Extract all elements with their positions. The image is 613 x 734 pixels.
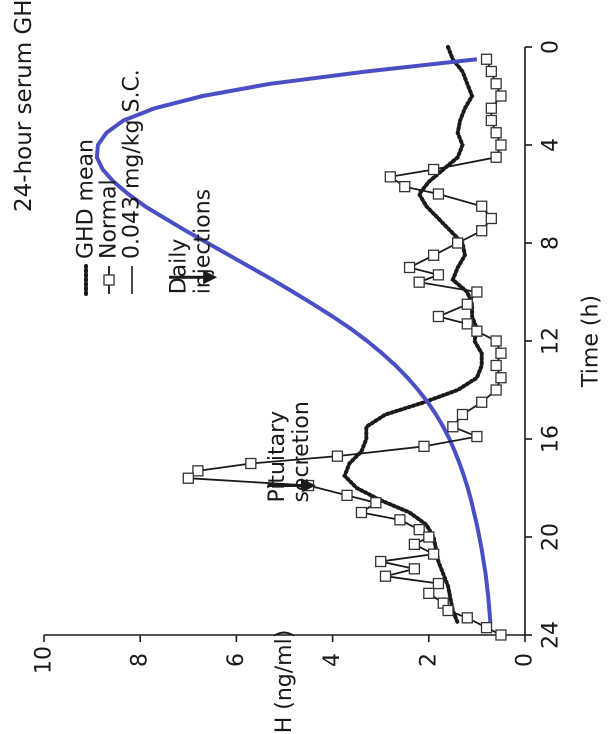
series-normal-point — [476, 225, 488, 237]
x-tick-label: 12 — [539, 327, 564, 355]
series-normal-point — [447, 421, 459, 433]
legend-label: 0.043 mg/kg S.C. — [120, 69, 145, 259]
legend-label: GHD mean — [74, 139, 99, 259]
series-normal-point — [471, 430, 483, 443]
legend-entry: GHD mean — [74, 139, 99, 296]
series-normal-point — [427, 163, 440, 176]
series-normal-point — [432, 577, 445, 590]
y-tick-label: 0 — [513, 653, 538, 667]
series-normal-point — [490, 359, 502, 372]
series-normal-point — [408, 563, 421, 575]
series-normal-point — [432, 188, 445, 200]
series-normal-point — [485, 212, 497, 225]
series-normal-point — [442, 604, 454, 617]
series-normal-point — [403, 261, 416, 274]
y-tick-label: 10 — [32, 646, 57, 674]
series-normal-point — [461, 298, 473, 310]
annotation-pituitary-secretion: Pituitary — [265, 411, 290, 503]
series-normal-point — [485, 114, 497, 127]
series-normal-point — [423, 531, 435, 543]
series-normal-point — [245, 457, 257, 470]
series-normal-point — [490, 78, 502, 90]
series-normal-point — [375, 555, 387, 568]
y-tick-label: 8 — [128, 653, 153, 667]
series-normal-point — [461, 612, 473, 624]
legend-entry: 0.043 mg/kg S.C. — [120, 69, 145, 294]
y-tick-label: 6 — [224, 653, 249, 667]
legend-swatch-normal-marker — [103, 274, 115, 286]
series-normal-point — [418, 440, 430, 453]
series-normal-point — [413, 524, 425, 536]
series-normal-point — [476, 200, 488, 212]
series-normal-point — [461, 318, 473, 330]
series-normal-point — [192, 465, 204, 477]
x-tick-label: 24 — [539, 621, 564, 649]
series-normal-point — [379, 570, 392, 582]
series-normal-point — [490, 335, 502, 347]
series-normal-line — [185, 58, 502, 636]
y-tick-label: 2 — [416, 653, 441, 667]
x-tick-label: 20 — [539, 523, 564, 551]
x-tick-label: 0 — [539, 40, 564, 54]
chart-title: 24-hour serum GH profiles — [11, 0, 37, 212]
series-normal-point — [495, 90, 507, 102]
annotation-layer: Daily injections Pituitary secretion — [167, 189, 316, 503]
series-normal-point — [394, 514, 406, 526]
series-normal-point — [423, 587, 435, 599]
series-normal-point — [495, 629, 507, 641]
annotation-pituitary-secretion: secretion — [289, 401, 314, 502]
x-tick-label: 8 — [539, 236, 564, 250]
series-normal-point — [485, 65, 497, 78]
y-tick-label: 4 — [320, 653, 345, 667]
series-normal-point — [495, 347, 507, 359]
series-normal-point — [370, 497, 382, 509]
series-normal-point — [341, 489, 353, 502]
legend-label: Normal — [97, 179, 122, 259]
x-tick-label: 4 — [539, 138, 564, 152]
series-injection-line — [94, 57, 493, 623]
annotation-arrow-head — [203, 270, 218, 285]
series-normal-point — [490, 127, 502, 139]
series-normal-point — [413, 276, 425, 288]
series-normal-point — [432, 269, 445, 281]
x-axis-title: Time (h) — [579, 295, 604, 388]
series-normal-point — [485, 102, 497, 114]
series-normal-point — [480, 53, 493, 65]
annotation-daily-injections: injections — [191, 189, 216, 294]
series-normal-point — [408, 538, 421, 550]
series-normal-point — [456, 408, 469, 421]
annotation-daily-injections: Daily — [167, 239, 192, 295]
series-normal-point — [427, 548, 440, 560]
series-normal-point — [480, 622, 493, 634]
series-ghd-mean-line — [342, 45, 484, 625]
series-normal-point — [495, 139, 507, 151]
series-normal-point — [331, 450, 344, 462]
y-axis-title: hGH (ng/ml) — [272, 630, 297, 734]
series-normal-point — [476, 396, 488, 408]
series-layer — [94, 45, 507, 641]
series-normal-point — [384, 171, 396, 183]
series-normal-point — [399, 180, 411, 193]
series-normal-point — [495, 372, 507, 384]
series-normal-point — [427, 249, 440, 261]
x-tick-label: 16 — [539, 425, 564, 453]
series-normal-point — [182, 472, 194, 484]
series-normal-point — [355, 506, 368, 519]
annotation-arrow-head — [301, 478, 316, 493]
series-normal-point — [471, 325, 483, 337]
series-normal-point — [452, 237, 464, 249]
series-normal-point — [490, 151, 502, 163]
series-normal-point — [490, 384, 502, 396]
series-normal-point — [471, 286, 483, 298]
series-normal-point — [432, 310, 445, 323]
legend-entry: Normal — [97, 179, 122, 294]
